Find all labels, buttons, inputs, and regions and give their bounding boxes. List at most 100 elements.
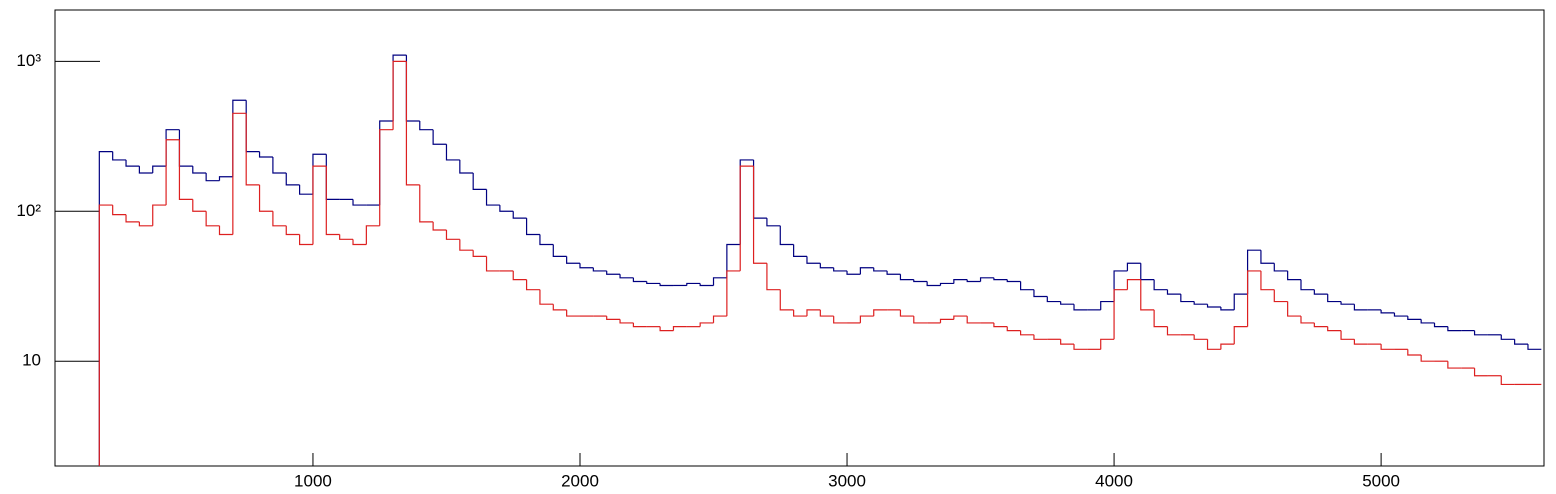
histogram-bin: [1113, 289, 1128, 340]
histogram-bin: [726, 243, 741, 278]
histogram-bin: [886, 270, 901, 275]
plot-frame: [54, 9, 1545, 467]
histogram-bin: [1527, 344, 1542, 350]
histogram-bin: [1100, 338, 1115, 350]
histogram-bin: [245, 100, 260, 153]
histogram-bin: [218, 176, 233, 181]
histogram-bin: [392, 60, 407, 130]
histogram-bin: [285, 172, 300, 186]
histogram-bin: [432, 221, 447, 231]
histogram-bin: [125, 214, 140, 223]
histogram-bin: [846, 270, 861, 275]
histogram-bin: [258, 184, 273, 212]
histogram-bin: [258, 151, 273, 158]
histogram-bin: [205, 172, 220, 182]
histogram-bin: [1193, 301, 1208, 305]
histogram-bin: [592, 267, 607, 272]
histogram-bin: [379, 120, 394, 206]
histogram-bin: [819, 263, 834, 269]
x-tick-label: 2000: [561, 471, 599, 490]
histogram-bin: [152, 204, 167, 226]
histogram-bin: [606, 316, 621, 321]
histogram-bin: [552, 304, 567, 311]
x-tick-label: 3000: [828, 471, 866, 490]
histogram-bin: [739, 159, 754, 245]
histogram-bin: [873, 267, 888, 272]
histogram-bin: [459, 159, 474, 174]
histogram-bin: [712, 315, 727, 323]
histogram-bin: [619, 274, 634, 279]
histogram-bin: [859, 315, 874, 323]
histogram-bin: [859, 267, 874, 275]
histogram-bin: [232, 112, 247, 235]
histogram-bin: [299, 184, 313, 195]
histogram-bin: [953, 315, 968, 320]
histogram-bin: [512, 211, 527, 219]
histogram-bin: [966, 279, 981, 283]
histogram-bin: [1140, 263, 1155, 281]
histogram-bin: [899, 274, 914, 281]
histogram-bin: [566, 256, 580, 264]
histogram-bin: [899, 309, 914, 317]
histogram-bin: [539, 289, 554, 305]
histogram-bin: [1246, 249, 1261, 295]
histogram-bin: [779, 225, 794, 246]
histogram-bin: [379, 129, 394, 226]
histogram-bin: [325, 154, 340, 200]
histogram-bin: [339, 234, 354, 240]
histogram-bin: [1273, 263, 1288, 272]
histogram-bin: [445, 230, 460, 240]
histogram-bin: [1233, 326, 1248, 345]
histogram-bin: [1126, 262, 1141, 271]
histogram-bin: [1287, 270, 1301, 281]
histogram-bin: [1407, 316, 1422, 321]
x-tick-label: 1000: [294, 471, 332, 490]
histogram-bin: [699, 283, 714, 287]
histogram-bin: [726, 270, 741, 317]
histogram-bin: [819, 309, 834, 317]
histogram-bin: [659, 326, 674, 332]
histogram-bin: [1166, 326, 1181, 336]
histogram-bin: [1380, 344, 1395, 350]
y-tick-label: 10³: [16, 51, 41, 70]
histogram-bin: [1140, 279, 1155, 311]
histogram-bin: [1046, 296, 1061, 303]
histogram-bin: [125, 159, 140, 167]
histogram-bin: [1447, 326, 1462, 332]
histogram-bin: [1060, 301, 1075, 305]
histogram-bin: [1420, 354, 1435, 362]
histogram-bin: [485, 256, 500, 272]
histogram-bin: [192, 199, 207, 212]
histogram-bin: [739, 165, 754, 271]
histogram-bin: [913, 316, 928, 324]
histogram-bin: [833, 267, 848, 272]
histogram-bin: [1126, 279, 1141, 290]
histogram-bin: [459, 239, 474, 251]
histogram-bin: [1020, 330, 1034, 336]
histogram-bin: [966, 316, 981, 324]
histogram-bin: [699, 322, 714, 327]
histogram-bin: [512, 270, 527, 281]
histogram-bin: [232, 99, 247, 177]
histogram-bin: [419, 184, 434, 223]
histogram-bin: [939, 318, 954, 323]
histogram-bin: [152, 165, 167, 173]
histogram-bin: [806, 309, 821, 317]
histogram-bin: [485, 189, 500, 206]
histogram-bin: [1287, 301, 1301, 317]
histogram-bin: [766, 218, 781, 227]
histogram-bin: [1340, 301, 1355, 305]
histogram-bin: [165, 139, 180, 206]
histogram-bin: [979, 277, 994, 282]
histogram-bin: [1433, 322, 1448, 328]
histogram-bin: [1166, 289, 1181, 295]
histogram-bin: [1500, 375, 1515, 386]
histogram-bin: [926, 281, 941, 287]
histogram-bin: [245, 113, 260, 186]
histogram-bin: [1500, 334, 1515, 340]
histogram-bin: [138, 221, 153, 227]
histogram-bin: [1340, 330, 1355, 340]
histogram-bin: [1153, 279, 1168, 291]
histogram-bin: [1407, 349, 1422, 356]
